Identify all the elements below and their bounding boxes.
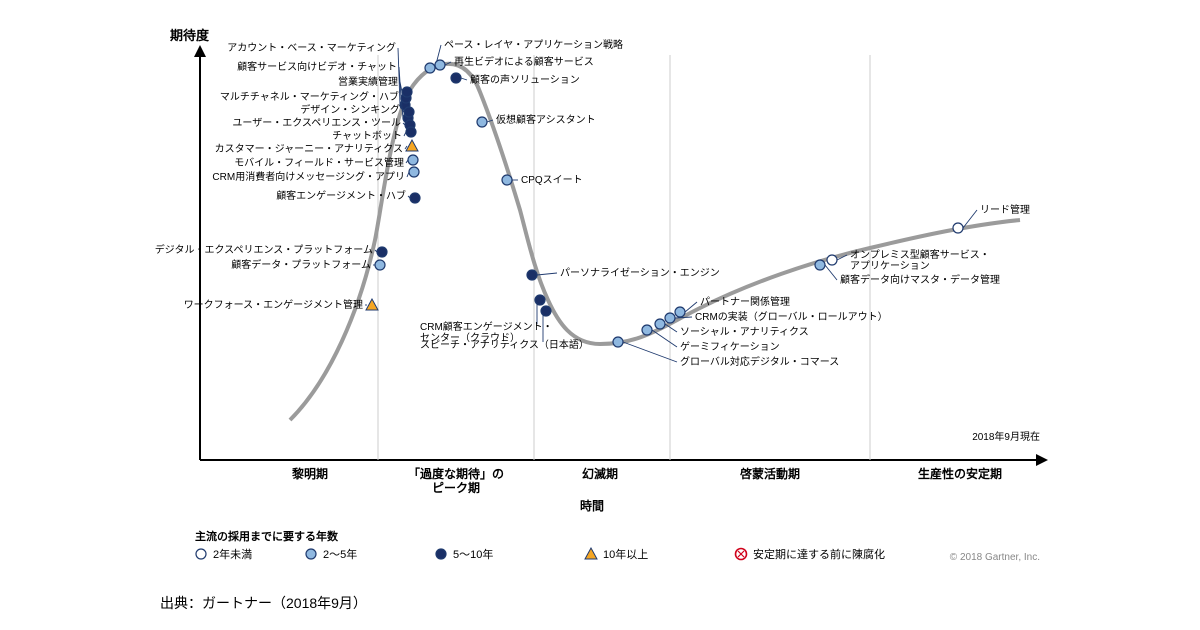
svg-text:2～5年: 2～5年	[323, 547, 357, 561]
data-point: CRMの実装（グローバル・ロールアウト）	[665, 310, 888, 323]
phase-dividers	[378, 55, 870, 460]
phase-labels: 黎明期 「過度な期待」のピーク期 幻滅期 啓蒙活動期 生産性の安定期	[292, 466, 1002, 495]
svg-text:営業実績管理: 営業実績管理	[338, 75, 398, 88]
svg-text:CRM用消費者向けメッセージング・アプリ: CRM用消費者向けメッセージング・アプリ	[212, 170, 405, 183]
data-point: パーソナライゼーション・エンジン	[527, 267, 720, 280]
svg-text:グローバル対応デジタル・コマース: グローバル対応デジタル・コマース	[680, 355, 839, 368]
svg-text:ソーシャル・アナリティクス: ソーシャル・アナリティクス	[680, 326, 809, 338]
svg-text:CRMの実装（グローバル・ロールアウト）: CRMの実装（グローバル・ロールアウト）	[695, 310, 888, 323]
svg-text:「過度な期待」のピーク期: 「過度な期待」のピーク期	[408, 466, 504, 495]
svg-text:カスタマー・ジャーニー・アナリティクス: カスタマー・ジャーニー・アナリティクス	[215, 143, 403, 155]
copyright: © 2018 Gartner, Inc.	[950, 552, 1040, 563]
source-text: 出典：ガートナー（2018年9月）	[160, 595, 367, 611]
svg-text:パーソナライゼーション・エンジン: パーソナライゼーション・エンジン	[560, 267, 720, 279]
svg-text:顧客データ向けマスタ・データ管理: 顧客データ向けマスタ・データ管理	[840, 273, 1000, 286]
y-axis-title: 期待度	[170, 28, 210, 43]
hype-cycle-chart: アカウント・ベース・マーケティング顧客サービス向けビデオ・チャット営業実績管理マ…	[0, 0, 1200, 630]
svg-text:パートナー関係管理: パートナー関係管理	[700, 295, 790, 308]
svg-text:安定期に達する前に陳腐化: 安定期に達する前に陳腐化	[753, 547, 885, 561]
svg-text:5～10年: 5～10年	[453, 547, 493, 561]
svg-text:顧客サービス向けビデオ・チャット: 顧客サービス向けビデオ・チャット	[237, 60, 397, 73]
legend-title: 主流の採用までに要する年数	[195, 529, 339, 543]
svg-text:啓蒙活動期: 啓蒙活動期	[740, 466, 800, 481]
data-point: 再生ビデオによる顧客サービス	[435, 55, 594, 70]
svg-text:ユーザー・エクスペリエンス・ツール: ユーザー・エクスペリエンス・ツール	[232, 117, 401, 129]
data-point: ユーザー・エクスペリエンス・ツール	[232, 117, 415, 130]
data-points: アカウント・ベース・マーケティング顧客サービス向けビデオ・チャット営業実績管理マ…	[155, 38, 1030, 368]
svg-text:ペース・レイヤ・アプリケーション戦略: ペース・レイヤ・アプリケーション戦略	[444, 38, 623, 51]
svg-text:顧客データ・プラットフォーム: 顧客データ・プラットフォーム	[231, 258, 371, 271]
data-point: デジタル・エクスペリエンス・プラットフォーム	[155, 243, 387, 257]
data-point: オンプレミス型顧客サービス・アプリケーション	[827, 248, 990, 272]
svg-text:2年未満: 2年未満	[213, 547, 252, 561]
svg-text:スピーチ・アナリティクス（日本語）: スピーチ・アナリティクス（日本語）	[420, 338, 589, 351]
data-point: チャットボット	[332, 127, 416, 142]
svg-text:デジタル・エクスペリエンス・プラットフォーム: デジタル・エクスペリエンス・プラットフォーム	[155, 243, 373, 256]
svg-text:仮想顧客アシスタント: 仮想顧客アシスタント	[496, 113, 596, 126]
svg-text:黎明期: 黎明期	[292, 466, 328, 481]
data-point: CRM顧客エンゲージメント・センター（クラウド）	[420, 295, 553, 344]
svg-text:マルチチャネル・マーケティング・ハブ: マルチチャネル・マーケティング・ハブ	[220, 90, 399, 103]
data-point: 顧客エンゲージメント・ハブ	[276, 189, 420, 203]
svg-text:顧客の声ソリューション: 顧客の声ソリューション	[470, 73, 580, 86]
data-point: カスタマー・ジャーニー・アナリティクス	[215, 140, 418, 155]
svg-text:リード管理: リード管理	[980, 203, 1030, 216]
data-point: ワークフォース・エンゲージメント管理	[184, 298, 378, 311]
svg-text:幻滅期: 幻滅期	[582, 466, 618, 481]
svg-text:10年以上: 10年以上	[603, 547, 648, 561]
legend-row: 2年未満 2～5年 5～10年 10年以上 安定期に達する前に陳腐化	[196, 547, 885, 561]
svg-text:生産性の安定期: 生産性の安定期	[918, 466, 1002, 481]
svg-text:CPQスイート: CPQスイート	[521, 175, 583, 186]
data-point: 顧客データ・プラットフォーム	[231, 258, 385, 271]
svg-text:オンプレミス型顧客サービス・アプリケーション: オンプレミス型顧客サービス・アプリケーション	[850, 248, 990, 272]
x-axis-title: 時間	[580, 498, 604, 513]
svg-text:再生ビデオによる顧客サービス: 再生ビデオによる顧客サービス	[454, 55, 594, 68]
as-of-text: 2018年9月現在	[972, 430, 1040, 443]
svg-text:ワークフォース・エンゲージメント管理: ワークフォース・エンゲージメント管理	[184, 298, 363, 311]
svg-text:デザイン・シンキング: デザイン・シンキング	[300, 103, 400, 116]
data-point: デザイン・シンキング	[300, 103, 414, 117]
svg-text:顧客エンゲージメント・ハブ: 顧客エンゲージメント・ハブ	[276, 189, 406, 202]
data-point: モバイル・フィールド・サービス管理	[234, 155, 418, 169]
svg-text:ゲーミフィケーション: ゲーミフィケーション	[680, 341, 780, 353]
data-point: 仮想顧客アシスタント	[477, 113, 596, 127]
data-point: 顧客の声ソリューション	[451, 73, 580, 86]
svg-text:アカウント・ベース・マーケティング: アカウント・ベース・マーケティング	[227, 41, 396, 54]
svg-text:モバイル・フィールド・サービス管理: モバイル・フィールド・サービス管理	[234, 156, 404, 169]
svg-text:チャットボット: チャットボット	[332, 130, 402, 142]
